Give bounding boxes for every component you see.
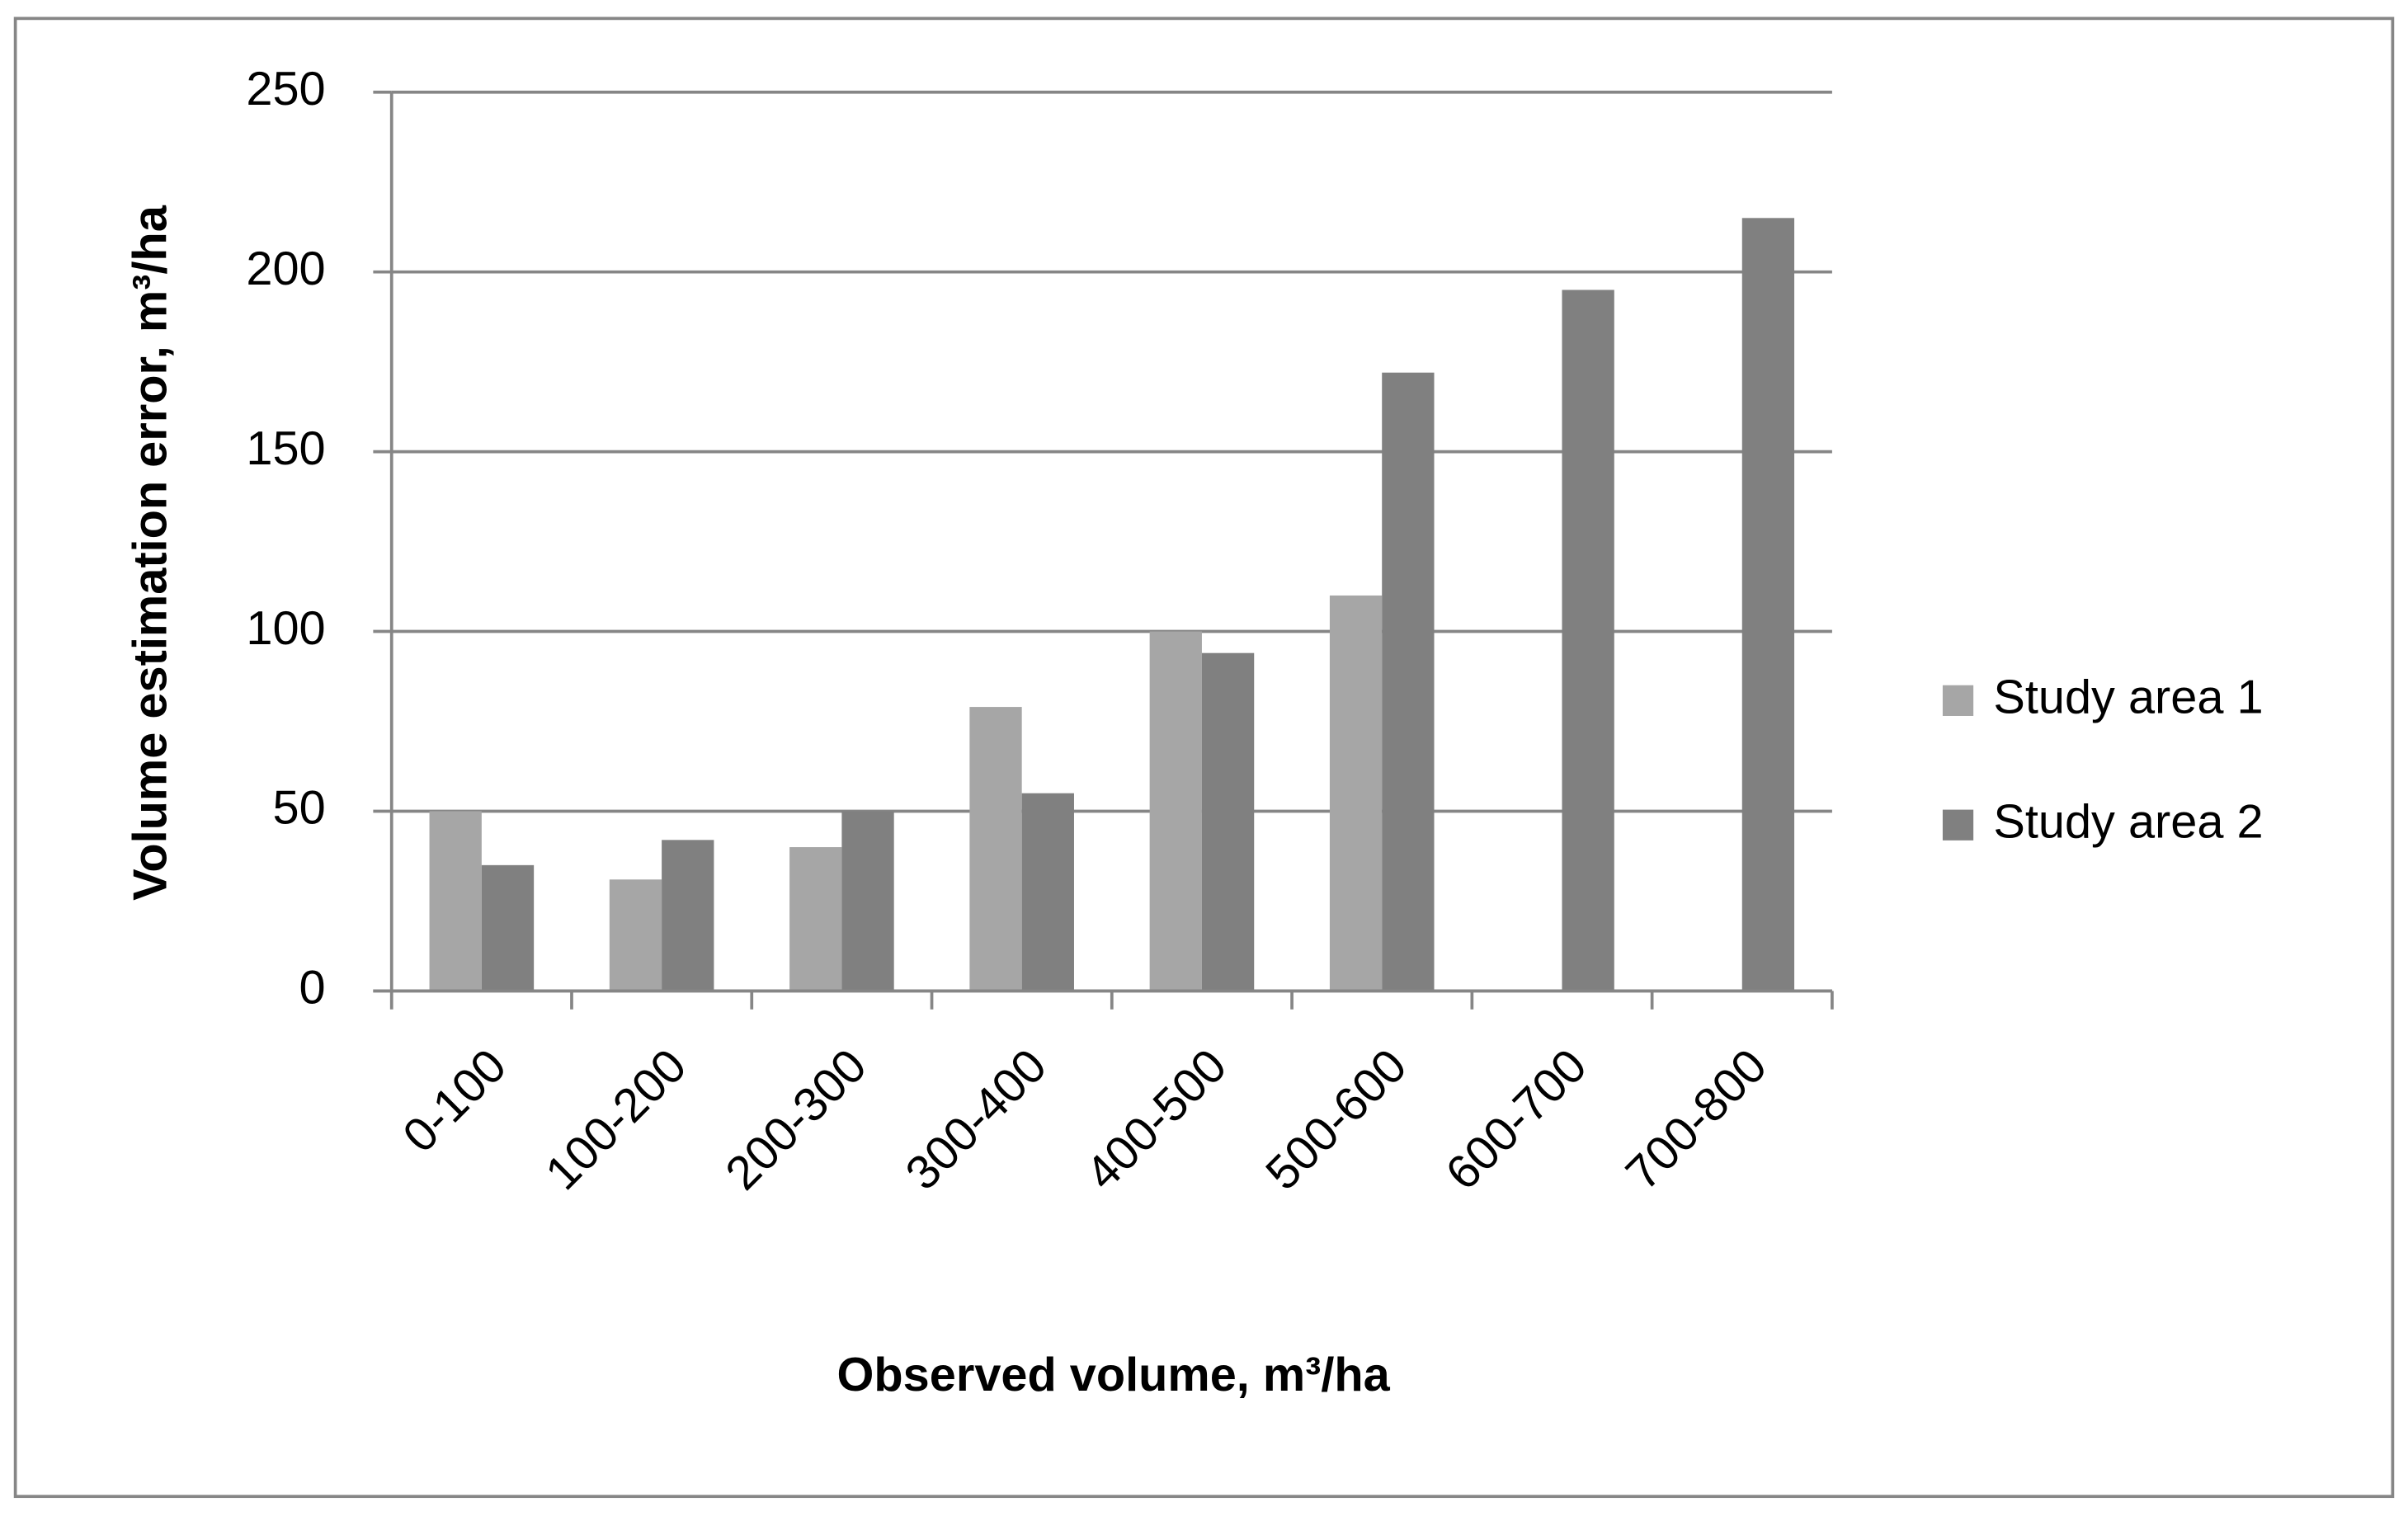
x-axis-title: Observed volume, m³/ha	[837, 1349, 1391, 1401]
bar	[1741, 218, 1795, 991]
bar	[1382, 372, 1435, 991]
bar	[481, 864, 535, 991]
bar	[609, 879, 662, 991]
bar	[1201, 652, 1255, 991]
y-axis-title: Volume estimation error, m³/ha	[124, 205, 177, 901]
y-tick-label: 200	[246, 243, 325, 295]
legend-swatch	[1942, 809, 1974, 841]
y-tick-label: 100	[246, 602, 325, 655]
bar	[1021, 793, 1074, 991]
bar	[1149, 631, 1202, 991]
bar	[662, 840, 714, 991]
bar	[1562, 290, 1614, 991]
legend-label: Study area 2	[1993, 795, 2263, 848]
bar	[841, 811, 894, 991]
bar	[969, 707, 1022, 991]
legend-label: Study area 1	[1993, 671, 2263, 724]
bar	[429, 811, 482, 991]
bar	[1329, 595, 1383, 991]
y-tick-label: 150	[246, 422, 325, 475]
y-tick-label: 0	[299, 962, 326, 1015]
legend-swatch	[1942, 685, 1974, 716]
bar	[789, 847, 842, 991]
y-tick-label: 50	[272, 782, 325, 835]
y-tick-label: 250	[246, 63, 325, 115]
